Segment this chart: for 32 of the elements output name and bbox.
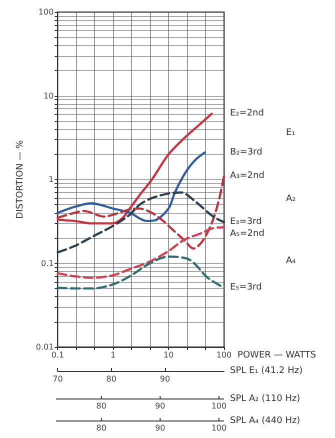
text: E₂=2nd xyxy=(230,108,264,119)
series-label: E₃=3rd xyxy=(230,217,262,228)
x-axis-title: POWER — WATTS xyxy=(238,350,316,360)
text: A₄ xyxy=(286,256,296,266)
x-tick-label: 0.1 xyxy=(51,350,64,360)
text: 90 xyxy=(155,402,166,410)
text: SPL A₂ (110 Hz) xyxy=(230,394,300,404)
series-label: A₃=2nd xyxy=(230,171,264,182)
series-label: A₅=2nd xyxy=(230,229,264,240)
y-axis-title: DISTORTION — % xyxy=(16,140,26,219)
x-tick-label: 1 xyxy=(110,350,116,360)
y-tick-label: 100 xyxy=(38,8,54,16)
series-label: E₅=3rd xyxy=(230,282,262,293)
x2-tick-label: 70 xyxy=(52,374,63,384)
text: A₂ xyxy=(286,194,296,204)
text: B₂=3rd xyxy=(230,148,262,158)
x2-axis-title: SPL E₁ (41.2 Hz) xyxy=(230,366,303,376)
y-tick-label: 0.01 xyxy=(36,342,54,352)
x2-tick-label: 90 xyxy=(160,374,170,384)
text: 80 xyxy=(96,402,106,410)
y-tick-label: 1 xyxy=(48,175,54,184)
text: 100 xyxy=(211,402,227,410)
text: E₁ xyxy=(286,128,296,138)
x-tick-label: 100 xyxy=(216,350,232,360)
text: 100 xyxy=(211,424,227,432)
y-tick-label: 10 xyxy=(44,91,54,100)
x2-tick-label: 80 xyxy=(106,374,116,384)
text: 80 xyxy=(96,424,106,432)
text: 90 xyxy=(155,424,166,432)
x-tick-label: 10 xyxy=(163,350,174,360)
y-tick-label: 0.1 xyxy=(40,258,54,268)
text: SPL A₄ (440 Hz) xyxy=(230,416,300,426)
